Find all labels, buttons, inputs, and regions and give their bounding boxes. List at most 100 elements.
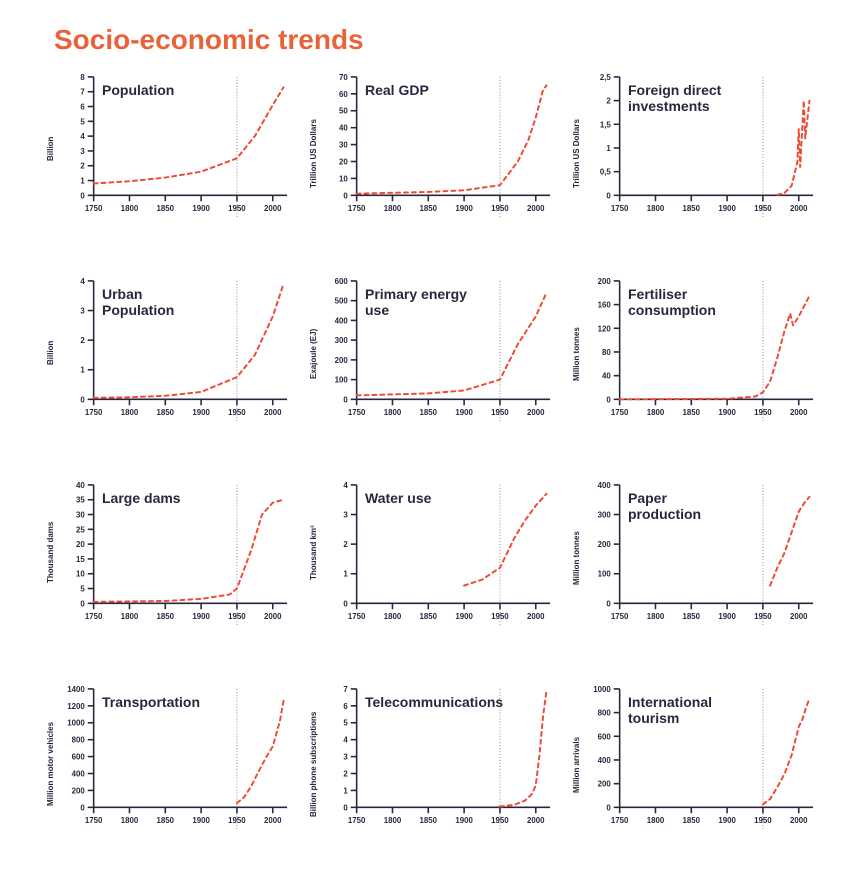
y-axis-label: Exajoule (EJ) — [309, 328, 318, 378]
y-tick-label: 2 — [606, 97, 611, 106]
x-tick-label: 1800 — [647, 408, 665, 417]
y-tick-label: 25 — [76, 525, 85, 534]
x-tick-label: 1800 — [647, 204, 665, 213]
y-tick-label: 10 — [339, 174, 348, 183]
x-tick-label: 1900 — [192, 612, 210, 621]
y-tick-label: 1 — [80, 177, 85, 186]
x-tick-label: 1850 — [420, 816, 438, 825]
x-tick-label: 1900 — [455, 612, 473, 621]
y-tick-label: 8 — [80, 73, 85, 82]
series-line — [500, 691, 547, 807]
y-tick-label: 200 — [335, 356, 349, 365]
x-tick-label: 1950 — [228, 408, 246, 417]
chart-title: Primary energy use — [365, 286, 467, 318]
y-tick-label: 2,5 — [600, 73, 612, 82]
x-tick-label: 1850 — [157, 204, 175, 213]
x-tick-label: 1750 — [611, 612, 629, 621]
y-tick-label: 6 — [80, 102, 85, 111]
chart-title: Large dams — [102, 490, 181, 506]
y-tick-label: 0 — [80, 599, 85, 608]
x-tick-label: 1950 — [491, 816, 509, 825]
x-tick-label: 1950 — [491, 612, 509, 621]
y-tick-label: 4 — [343, 481, 348, 490]
series-line — [94, 500, 284, 602]
y-axis-label: Trillion US Dollars — [572, 119, 581, 188]
x-tick-label: 1950 — [491, 204, 509, 213]
chart-panel: Million tonnesPaper production0100200300… — [576, 478, 819, 674]
y-tick-label: 40 — [76, 481, 85, 490]
x-tick-label: 1950 — [754, 408, 772, 417]
x-tick-label: 1850 — [157, 408, 175, 417]
y-tick-label: 3 — [343, 753, 348, 762]
chart-title: Transportation — [102, 694, 200, 710]
y-tick-label: 80 — [602, 348, 611, 357]
x-tick-label: 2000 — [527, 408, 545, 417]
y-tick-label: 20 — [76, 540, 85, 549]
x-tick-label: 1750 — [85, 612, 103, 621]
y-axis-label: Thousand dams — [46, 521, 55, 582]
y-axis-label: Million tonnes — [572, 327, 581, 381]
series-line — [770, 497, 809, 586]
y-axis-label: Million tonnes — [572, 531, 581, 585]
series-line — [94, 87, 284, 183]
x-tick-label: 1800 — [121, 612, 139, 621]
y-tick-label: 1,5 — [600, 120, 612, 129]
y-tick-label: 1400 — [67, 685, 85, 694]
x-tick-label: 1850 — [683, 408, 701, 417]
x-tick-label: 1800 — [384, 816, 402, 825]
y-tick-label: 40 — [339, 124, 348, 133]
y-tick-label: 2 — [343, 769, 348, 778]
y-tick-label: 30 — [339, 141, 348, 150]
series-line — [464, 494, 546, 586]
y-tick-label: 7 — [343, 685, 348, 694]
y-axis-label: Billion — [46, 341, 55, 365]
x-tick-label: 1950 — [754, 612, 772, 621]
y-tick-label: 2 — [343, 540, 348, 549]
x-tick-label: 1750 — [611, 408, 629, 417]
chart-panel: Billion phone subscriptionsTelecommunica… — [313, 682, 556, 878]
y-tick-label: 5 — [80, 117, 85, 126]
x-tick-label: 2000 — [527, 816, 545, 825]
y-tick-label: 6 — [343, 702, 348, 711]
y-tick-label: 200 — [598, 277, 612, 286]
y-tick-label: 1 — [80, 366, 85, 375]
x-tick-label: 1900 — [192, 816, 210, 825]
y-tick-label: 400 — [72, 769, 86, 778]
y-tick-label: 0 — [606, 599, 611, 608]
x-tick-label: 1750 — [348, 612, 366, 621]
y-tick-label: 500 — [335, 297, 349, 306]
y-tick-label: 7 — [80, 88, 85, 97]
x-tick-label: 2000 — [527, 612, 545, 621]
x-tick-label: 1850 — [157, 612, 175, 621]
series-line — [357, 85, 547, 193]
y-tick-label: 0 — [606, 803, 611, 812]
y-tick-label: 30 — [76, 510, 85, 519]
y-tick-label: 35 — [76, 496, 85, 505]
y-tick-label: 20 — [339, 157, 348, 166]
y-tick-label: 2 — [80, 162, 85, 171]
y-tick-label: 0,5 — [600, 168, 612, 177]
y-tick-label: 0 — [80, 395, 85, 404]
y-tick-label: 3 — [80, 306, 85, 315]
x-tick-label: 1950 — [228, 204, 246, 213]
x-tick-label: 1800 — [647, 816, 665, 825]
x-tick-label: 1850 — [157, 816, 175, 825]
x-tick-label: 2000 — [790, 204, 808, 213]
y-tick-label: 60 — [339, 90, 348, 99]
x-tick-label: 1750 — [348, 816, 366, 825]
x-tick-label: 1750 — [85, 408, 103, 417]
y-tick-label: 3 — [343, 510, 348, 519]
chart-panel: BillionPopulation01234567817501800185019… — [50, 70, 293, 266]
y-tick-label: 200 — [72, 786, 86, 795]
chart-panel: Trillion US DollarsForeign direct invest… — [576, 70, 819, 266]
y-tick-label: 0 — [343, 803, 348, 812]
x-tick-label: 1800 — [121, 408, 139, 417]
x-tick-label: 1900 — [455, 204, 473, 213]
y-tick-label: 0 — [606, 395, 611, 404]
y-tick-label: 600 — [72, 753, 86, 762]
chart-title: Real GDP — [365, 82, 429, 98]
chart-grid: BillionPopulation01234567817501800185019… — [50, 70, 819, 878]
y-tick-label: 400 — [598, 756, 612, 765]
y-tick-label: 0 — [343, 395, 348, 404]
x-tick-label: 1950 — [228, 612, 246, 621]
